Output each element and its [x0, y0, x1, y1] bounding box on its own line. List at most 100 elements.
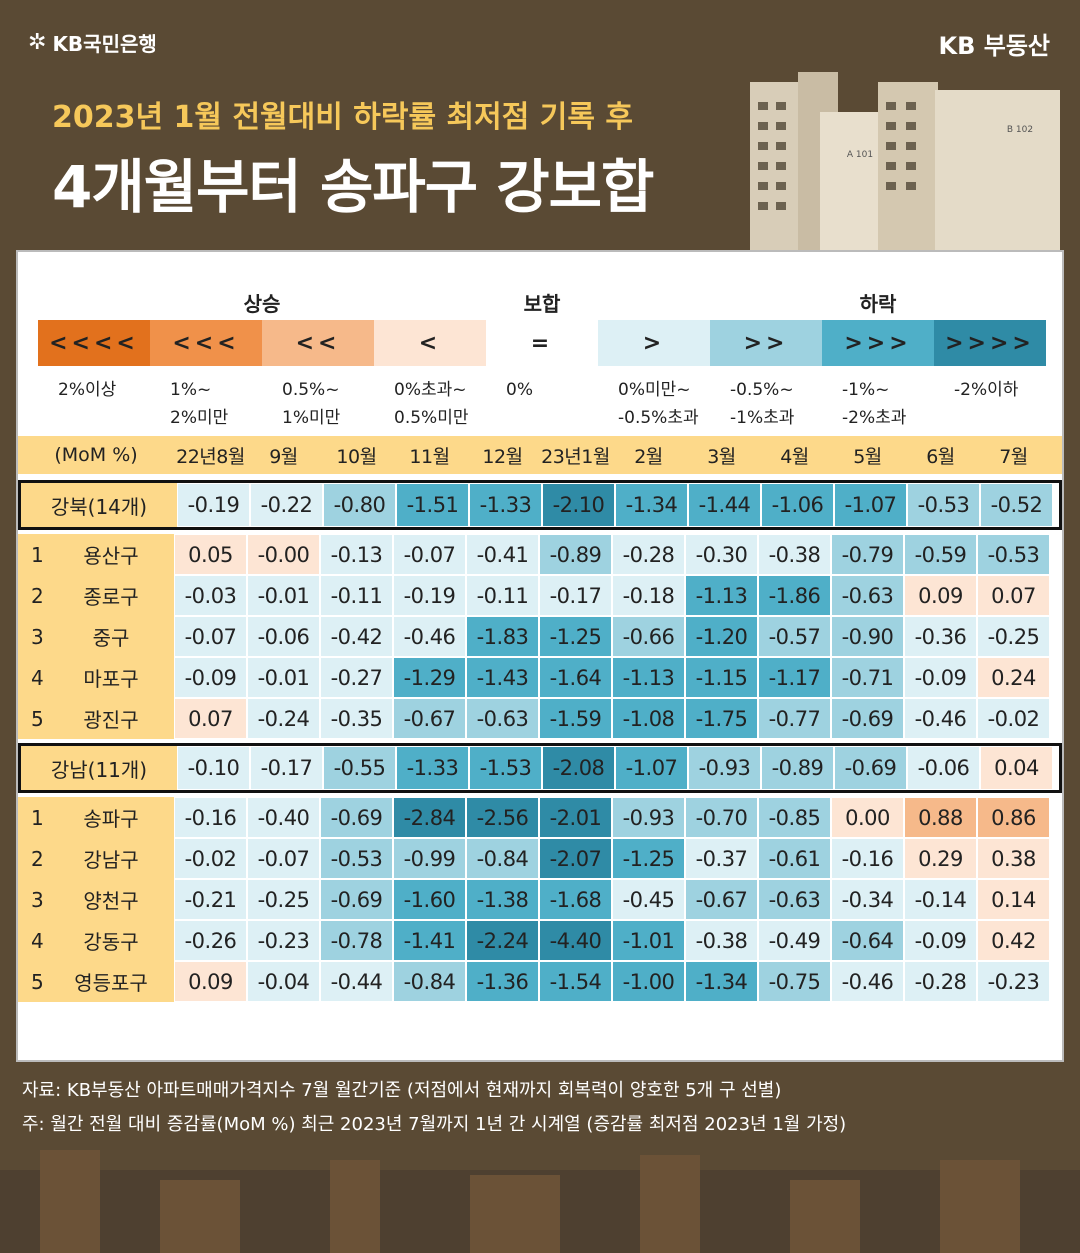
value-cell: -0.59 [904, 534, 977, 575]
value-cell: -1.51 [396, 483, 469, 527]
legend-box-4: = [486, 320, 598, 366]
table-header-label: (MoM %) [54, 444, 138, 466]
value-cell: -0.79 [831, 534, 904, 575]
value-cell: -0.25 [247, 879, 320, 920]
value-cell: -0.00 [247, 534, 320, 575]
legend-box-5: > [598, 320, 710, 366]
value-cell: -0.46 [904, 698, 977, 739]
row-district-name: 강남구 [83, 848, 139, 872]
row-rank: 5 [31, 706, 44, 731]
value-cell: -0.77 [758, 698, 831, 739]
value-cell: -1.13 [612, 657, 685, 698]
value-cell: -0.16 [831, 838, 904, 879]
value-cell: -1.06 [761, 483, 834, 527]
value-cell: -1.25 [612, 838, 685, 879]
value-cell: 0.38 [977, 838, 1050, 879]
footnote-source: 자료: KB부동산 아파트매매가격지수 7월 월간기준 (저점에서 현재까지 회… [22, 1080, 782, 1101]
value-cell: -0.34 [831, 879, 904, 920]
legend-label-line1: 0% [506, 380, 533, 400]
legend-label-0: 2%이상 [58, 376, 116, 404]
value-cell: -1.00 [612, 961, 685, 1002]
value-cell: -1.01 [612, 920, 685, 961]
row-label: 5 광진구 [18, 698, 174, 739]
row-district-name: 송파구 [83, 807, 139, 831]
value-cell: -0.70 [685, 797, 758, 838]
value-cell: -0.55 [323, 746, 396, 790]
value-cell: -0.11 [466, 575, 539, 616]
value-cell: -0.71 [831, 657, 904, 698]
month-header: 5월 [853, 445, 882, 468]
top-bar: ✲ KB국민은행 KB 부동산 [0, 0, 1080, 80]
footnote-note: 주: 월간 전월 대비 증감률(MoM %) 최근 2023년 7월까지 1년 … [22, 1114, 847, 1135]
row-rank: 1 [31, 805, 44, 830]
row-label: 1 용산구 [18, 534, 174, 575]
row-district-name: 강북(14개) [50, 494, 148, 519]
value-cell: -0.09 [174, 657, 247, 698]
value-cell: -0.07 [393, 534, 466, 575]
value-cell: -0.53 [320, 838, 393, 879]
value-cell: -0.89 [539, 534, 612, 575]
table-row: 4 마포구 -0.09 -0.01 -0.27 -1.29 -1.43 -1.64 -1.13-… [18, 657, 1062, 698]
value-cell: -0.67 [393, 698, 466, 739]
row-label: 4 마포구 [18, 657, 174, 698]
row-rank: 3 [31, 887, 44, 912]
value-cell: -0.01 [247, 657, 320, 698]
value-cell: -2.10 [542, 483, 615, 527]
value-cell: -0.24 [247, 698, 320, 739]
legend-label-6: -0.5%~ -1%초과 [730, 376, 794, 432]
legend-label-line2: -0.5%초과 [618, 408, 699, 428]
value-cell: -1.68 [539, 879, 612, 920]
value-cell: -1.64 [539, 657, 612, 698]
table-row: 2 강남구 -0.02 -0.07 -0.53 -0.99 -0.84 -2.07 -1.25-… [18, 838, 1062, 879]
value-cell: -0.42 [320, 616, 393, 657]
row-district-name: 양천구 [83, 889, 139, 913]
legend-label-8: -2%이하 [954, 376, 1018, 404]
value-cell: -0.35 [320, 698, 393, 739]
value-cell: -0.06 [247, 616, 320, 657]
building-b-label: B 102 [1007, 125, 1033, 135]
value-cell: -0.93 [612, 797, 685, 838]
row-rank: 2 [31, 583, 44, 608]
value-cell: 0.24 [977, 657, 1050, 698]
value-cell: -0.27 [320, 657, 393, 698]
legend-label-line1: 0.5%~ [282, 380, 340, 400]
value-cell: -0.63 [466, 698, 539, 739]
value-cell: -0.19 [177, 483, 250, 527]
row-rank: 2 [31, 846, 44, 871]
value-cell: -0.36 [904, 616, 977, 657]
value-cell: -0.16 [174, 797, 247, 838]
value-cell: -0.30 [685, 534, 758, 575]
value-cell: 0.04 [980, 746, 1053, 790]
kb-realestate-logo: KB 부동산 [938, 32, 1051, 60]
value-cell: -0.40 [247, 797, 320, 838]
group-row: 강남(11개) -0.10 -0.17 -0.55 -1.33 -1.53 -2.08 -1.… [18, 743, 1062, 793]
value-cell: -0.37 [685, 838, 758, 879]
value-cell: -1.33 [396, 746, 469, 790]
value-cell: -0.11 [320, 575, 393, 616]
legend-box-7: >>> [822, 320, 934, 366]
value-cell: -0.52 [980, 483, 1053, 527]
value-cell: -0.66 [612, 616, 685, 657]
row-district-name: 영등포구 [74, 971, 148, 995]
value-cell: -1.36 [466, 961, 539, 1002]
legend-label-line1: 0%미만~ [618, 380, 691, 400]
building-a-label: A 101 [847, 150, 873, 160]
legend-label-5: 0%미만~ -0.5%초과 [618, 376, 699, 432]
value-cell: 0.07 [977, 575, 1050, 616]
value-cell: 0.14 [977, 879, 1050, 920]
value-cell: -0.22 [250, 483, 323, 527]
row-rank: 5 [31, 969, 44, 994]
value-cell: -0.69 [320, 879, 393, 920]
value-cell: 0.29 [904, 838, 977, 879]
legend-label-3: 0%초과~ 0.5%미만 [394, 376, 468, 432]
legend-box-3: < [374, 320, 486, 366]
value-cell: -2.07 [539, 838, 612, 879]
value-cell: -0.44 [320, 961, 393, 1002]
value-cell: -0.01 [247, 575, 320, 616]
value-cell: -0.69 [320, 797, 393, 838]
value-cell: -0.07 [174, 616, 247, 657]
legend-label-line2: -1%초과 [730, 408, 795, 428]
value-cell: -0.09 [904, 657, 977, 698]
brand-left-label: KB국민은행 [52, 32, 157, 56]
value-cell: 0.00 [831, 797, 904, 838]
